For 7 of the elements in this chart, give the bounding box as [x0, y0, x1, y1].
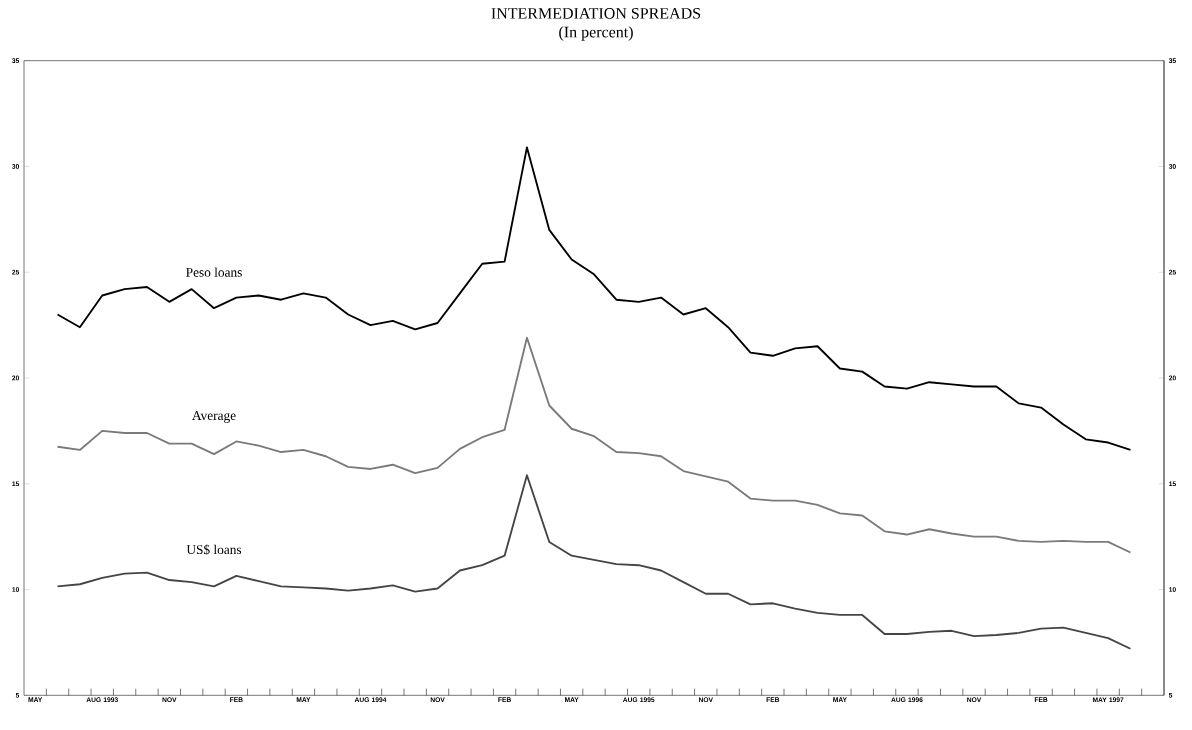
series-label: US$ loans [186, 544, 242, 555]
series-label: Average [192, 411, 236, 423]
series-label: Peso loans [186, 267, 242, 277]
line-series [56, 336, 1132, 554]
chart-title: INTERMEDIATION SPREADS [491, 8, 701, 19]
chart-subtitle: (In percent) [559, 26, 633, 41]
line-series [56, 146, 1132, 451]
